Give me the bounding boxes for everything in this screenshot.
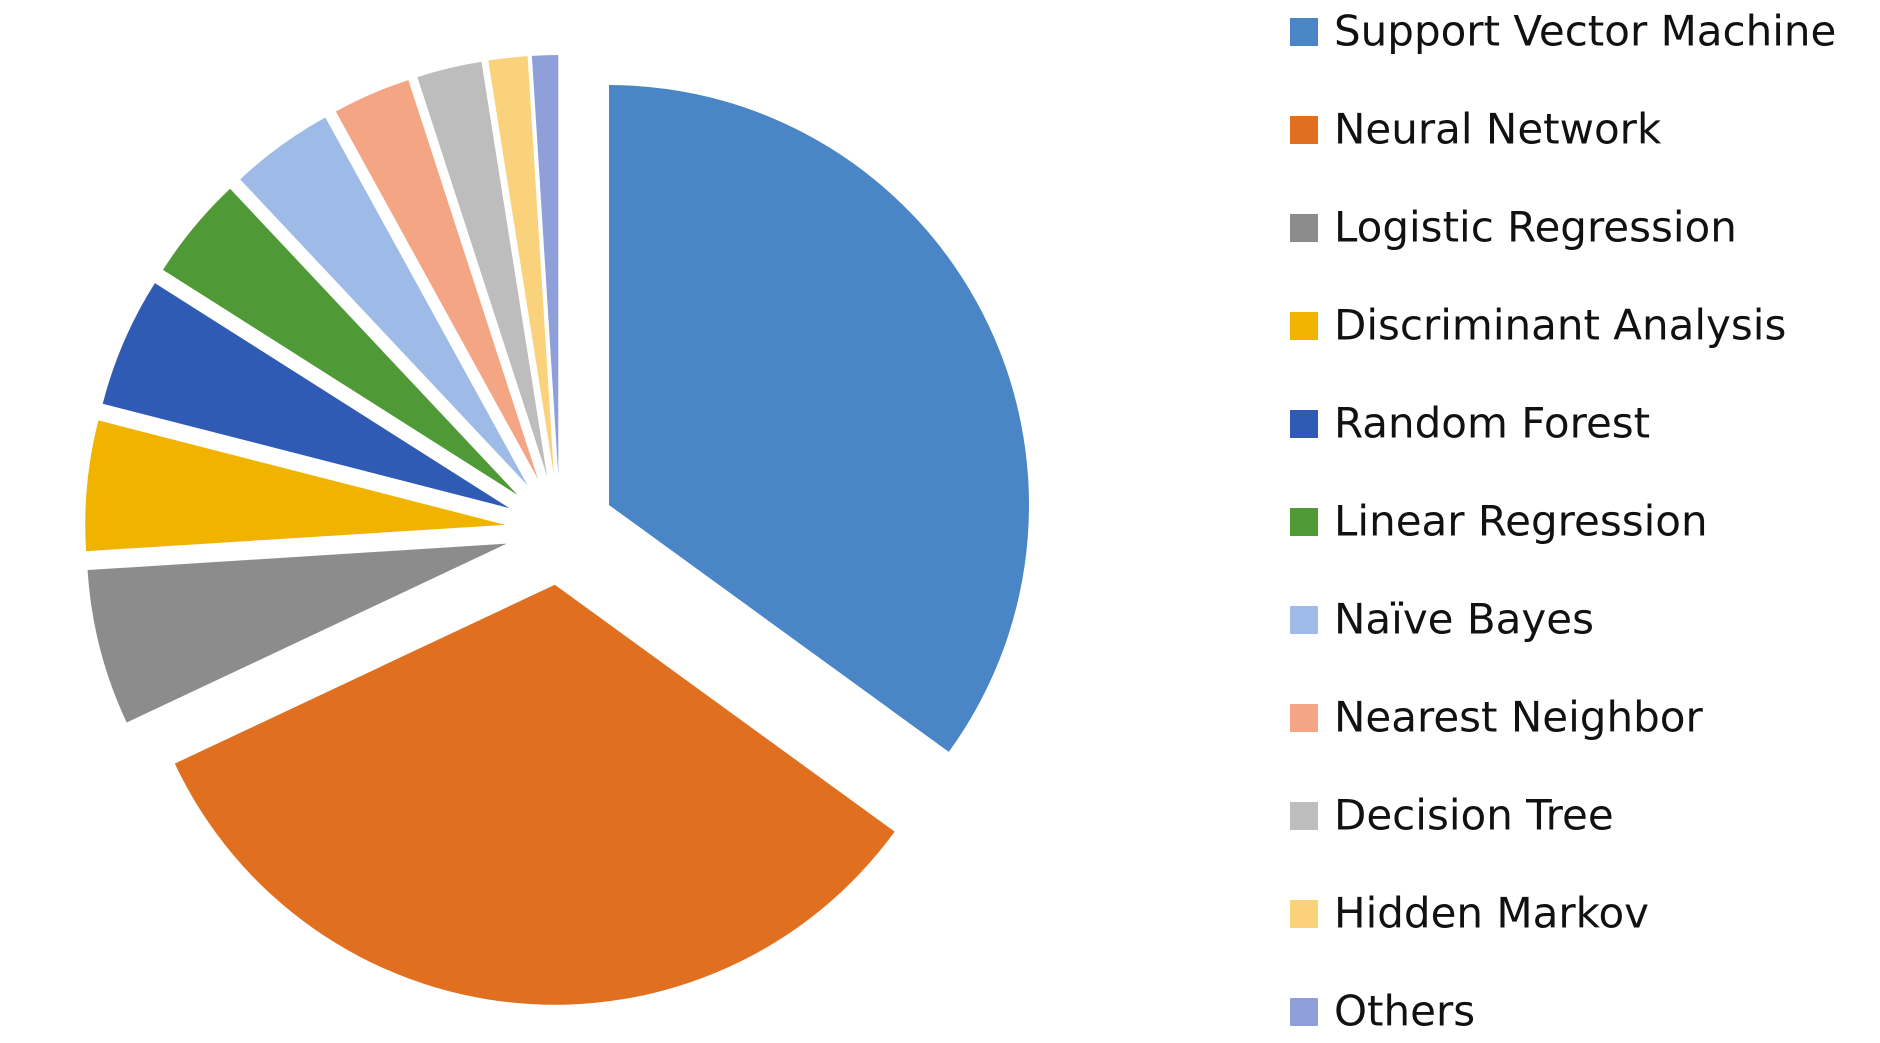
legend-swatch [1290,900,1318,928]
legend-label: Others [1334,987,1475,1036]
legend-swatch [1290,606,1318,634]
legend-label: Linear Regression [1334,497,1708,546]
legend-label: Support Vector Machine [1334,7,1836,56]
legend-swatch [1290,214,1318,242]
pie-slice [163,188,518,495]
pie-slice [335,80,539,480]
legend-label: Logistic Regression [1334,203,1737,252]
pie-slice [87,543,507,723]
legend-swatch [1290,410,1318,438]
legend-swatch [1290,312,1318,340]
legend-swatch [1290,704,1318,732]
legend-label: Neural Network [1334,105,1662,154]
pie-slice [174,584,895,1005]
pie-slice [488,56,554,476]
legend-label: Hidden Markov [1334,889,1649,938]
pie-slice [417,61,548,477]
legend-label: Nearest Neighbor [1334,693,1703,742]
legend-swatch [1290,116,1318,144]
legend-label: Naïve Bayes [1334,595,1594,644]
legend-label: Random Forest [1334,399,1650,448]
legend-label: Discriminant Analysis [1334,301,1786,350]
legend-swatch [1290,998,1318,1026]
pie-slice [85,420,506,552]
pie-slice [240,117,528,486]
pie-slice [609,85,1030,752]
pie-slice [531,55,559,476]
legend-swatch [1290,18,1318,46]
legend-swatch [1290,802,1318,830]
legend-label: Decision Tree [1334,791,1614,840]
legend-swatch [1290,508,1318,536]
pie-slice [102,283,510,509]
